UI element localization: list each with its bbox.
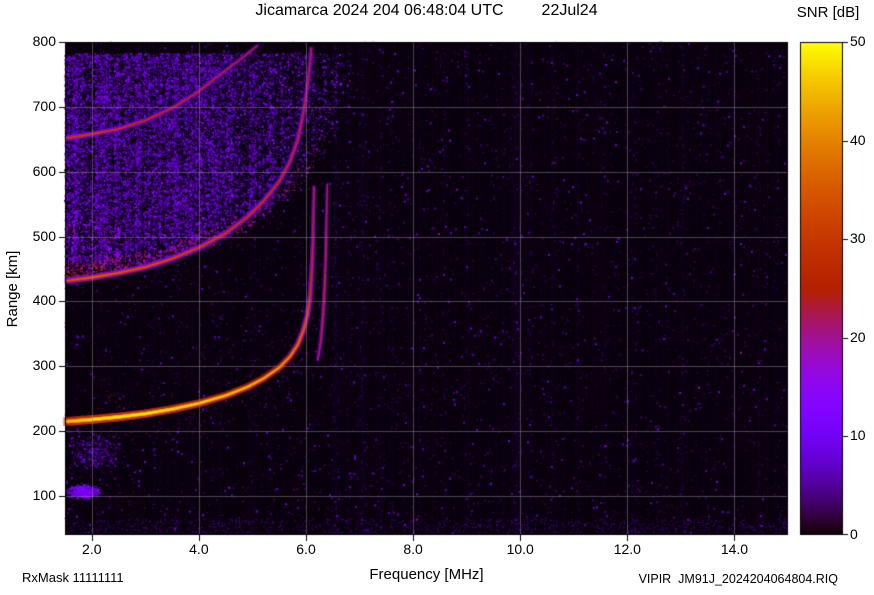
colorbar-title: SNR [dB] — [796, 4, 860, 21]
y-tick-label: 300 — [32, 357, 56, 374]
title-row: Jicamarca 2024 204 06:48:04 UTC 22Jul24 — [65, 2, 788, 20]
y-tick-label: 800 — [32, 33, 56, 49]
colorbar-tick-label: 0 — [850, 526, 858, 542]
x-axis-label: Frequency [MHz] — [369, 566, 484, 583]
colorbar-tick-label: 50 — [850, 33, 866, 49]
colorbar-tick-label: 40 — [850, 131, 866, 148]
x-tick-label: 14.0 — [720, 541, 749, 557]
y-tick-label: 100 — [32, 487, 56, 504]
plot-title: Jicamarca 2024 204 06:48:04 UTC — [255, 2, 504, 19]
y-tick-label: 200 — [32, 422, 56, 439]
y-tick-label: 700 — [32, 97, 56, 114]
colorbar-tick-label: 30 — [850, 230, 866, 247]
colorbar-tick-label: 10 — [850, 427, 866, 444]
colorbar-tick-label: 20 — [850, 328, 866, 345]
x-tick-label: 2.0 — [82, 541, 102, 557]
x-tick-label: 10.0 — [506, 541, 534, 557]
y-tick-label: 500 — [32, 227, 56, 244]
y-tick-label: 600 — [32, 162, 56, 179]
plot-date: 22Jul24 — [541, 2, 598, 19]
y-tick-label: 400 — [32, 292, 56, 309]
x-tick-label: 12.0 — [613, 541, 641, 557]
x-tick-label: 8.0 — [403, 541, 423, 557]
x-tick-label: 6.0 — [296, 541, 316, 557]
datafile-text: VIPIR JM91J_2024204064804.RIQ — [638, 572, 838, 586]
x-tick-label: 4.0 — [189, 541, 209, 557]
rxmask-text: RxMask 11111111 — [22, 570, 124, 585]
